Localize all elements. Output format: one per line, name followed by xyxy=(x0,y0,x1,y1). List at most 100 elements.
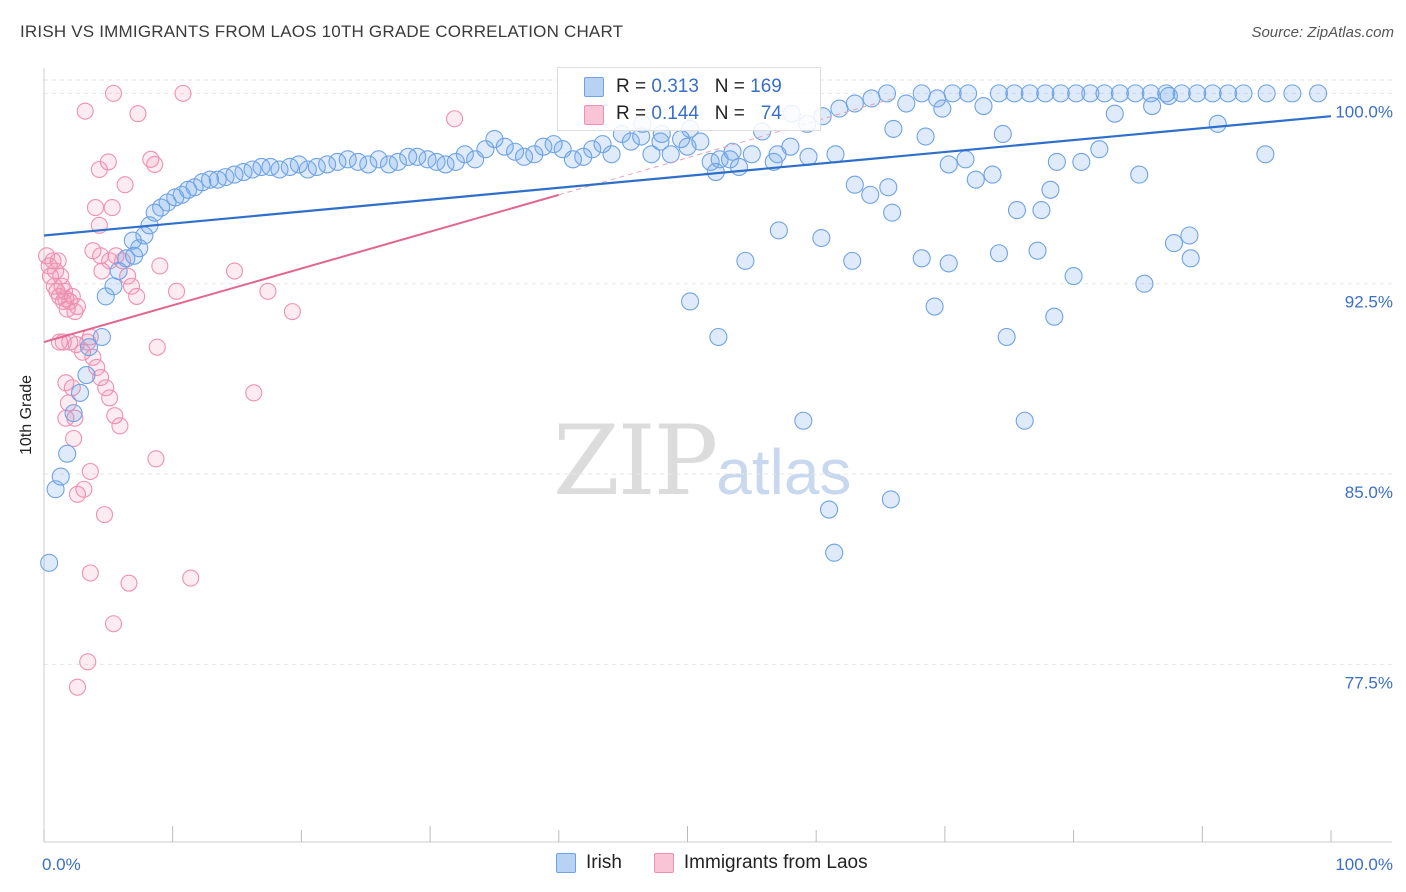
irish-point xyxy=(270,160,289,179)
irish-point xyxy=(1157,84,1176,103)
irish-point xyxy=(64,404,83,423)
irish-point xyxy=(446,152,465,171)
irish-point xyxy=(916,127,935,146)
laos-point xyxy=(86,199,105,217)
irish-point xyxy=(1095,84,1114,103)
irish-point xyxy=(912,249,931,268)
irish-point xyxy=(1218,84,1238,103)
laos-point xyxy=(148,338,166,356)
laos-point xyxy=(68,297,87,316)
irish-r-value: 0.313 xyxy=(651,76,699,97)
irish-point xyxy=(877,84,897,103)
irish-point xyxy=(709,327,728,347)
laos-point xyxy=(147,450,165,468)
irish-point xyxy=(1164,234,1184,253)
laos-point xyxy=(68,678,87,696)
laos-point xyxy=(116,176,134,194)
laos-point xyxy=(44,252,62,270)
irish-point xyxy=(436,155,455,174)
laos-legend-label: Immigrants from Laos xyxy=(683,852,868,873)
irish-point xyxy=(1072,152,1091,171)
irish-point xyxy=(455,145,474,164)
irish-point xyxy=(794,411,813,430)
laos-point xyxy=(104,615,123,633)
irish-point xyxy=(651,132,670,151)
irish-point xyxy=(1015,411,1034,430)
laos-legend-swatch xyxy=(653,853,674,873)
laos-point xyxy=(95,506,114,524)
laos-point xyxy=(122,277,141,295)
irish-point xyxy=(369,150,388,169)
irish-point xyxy=(525,145,544,164)
laos-r-label: R = xyxy=(616,103,647,124)
irish-point xyxy=(583,140,602,159)
irish-point xyxy=(338,150,357,169)
irish-point xyxy=(77,366,96,385)
irish-point xyxy=(348,152,368,171)
watermark-zip: ZIP xyxy=(553,405,718,517)
irish-point xyxy=(1028,241,1047,260)
laos-point xyxy=(446,110,464,128)
irish-r-label: R = xyxy=(616,76,647,97)
irish-point xyxy=(825,543,844,562)
x-tick-label: 100.0% xyxy=(1335,855,1393,874)
irish-point xyxy=(983,165,1002,184)
laos-point xyxy=(104,84,123,102)
irish-point xyxy=(495,137,514,156)
irish-point xyxy=(1032,201,1051,220)
irish-point xyxy=(408,147,427,166)
irish-point xyxy=(974,97,993,116)
irish-point xyxy=(820,500,839,519)
irish-point xyxy=(1130,165,1149,184)
series-legend: Irish Immigrants from Laos xyxy=(556,852,868,874)
irish-point xyxy=(388,152,407,171)
irish-point xyxy=(678,137,697,156)
laos-point xyxy=(151,257,169,275)
laos-point xyxy=(146,155,164,173)
laos-trend-extension xyxy=(558,97,894,196)
irish-point xyxy=(621,132,640,151)
laos-point xyxy=(49,252,67,270)
irish-point xyxy=(1047,152,1066,171)
irish-point xyxy=(764,152,783,171)
laos-point xyxy=(259,282,277,300)
irish-point xyxy=(642,145,661,164)
laos-point xyxy=(174,84,192,102)
irish-point xyxy=(1188,84,1207,103)
irish-point xyxy=(1143,97,1162,116)
laos-point xyxy=(66,303,84,321)
laos-point xyxy=(129,105,147,123)
irish-point xyxy=(1309,84,1328,103)
irish-point xyxy=(1159,86,1178,105)
irish-point xyxy=(729,157,749,177)
irish-point xyxy=(51,467,70,486)
laos-point xyxy=(168,282,186,300)
irish-point xyxy=(939,155,958,174)
irish-point xyxy=(1105,104,1124,123)
irish-point xyxy=(593,135,612,154)
chart-title: IRISH VS IMMIGRANTS FROM LAOS 10TH GRADE… xyxy=(20,22,624,41)
irish-point xyxy=(1181,249,1200,268)
irish-n-value: 169 xyxy=(750,76,782,97)
irish-point xyxy=(939,254,958,273)
irish-point xyxy=(1051,84,1070,103)
irish-point xyxy=(1045,307,1064,326)
irish-n-label: N = xyxy=(714,76,745,97)
irish-point xyxy=(307,157,326,177)
laos-point xyxy=(84,348,102,366)
irish-point xyxy=(1064,267,1083,286)
laos-point xyxy=(79,653,97,671)
irish-point xyxy=(830,99,849,118)
irish-point xyxy=(883,203,902,222)
laos-point xyxy=(88,358,106,376)
irish-point xyxy=(884,119,903,138)
irish-point xyxy=(997,327,1016,347)
laos-point xyxy=(182,569,200,587)
irish-point xyxy=(574,147,593,166)
irish-point xyxy=(40,553,59,572)
laos-point xyxy=(225,262,244,280)
x-tick-label: 0.0% xyxy=(42,855,81,874)
irish-point xyxy=(881,490,900,509)
irish-point xyxy=(563,150,583,169)
